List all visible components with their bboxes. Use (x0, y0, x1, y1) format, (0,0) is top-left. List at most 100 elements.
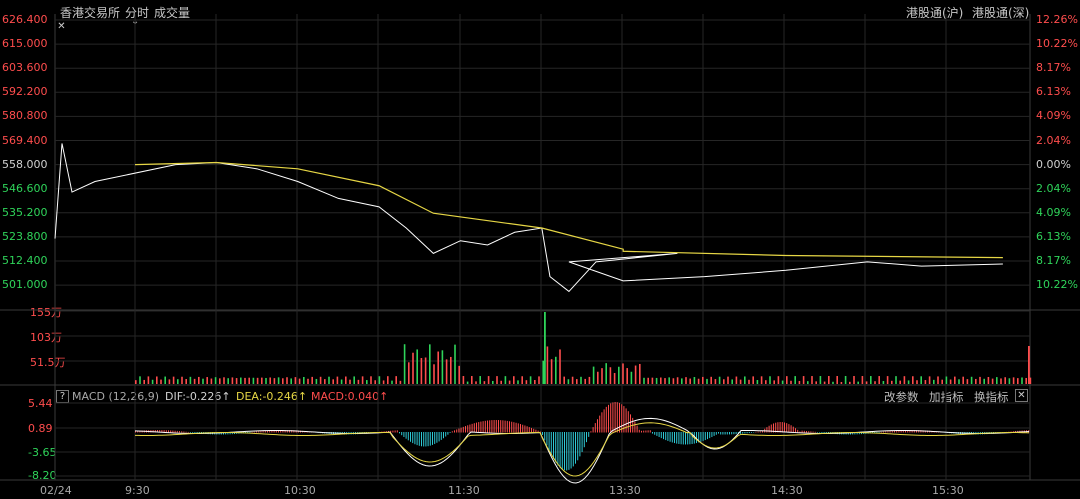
macd-histogram-bar (454, 430, 455, 433)
macd-histogram-bar (768, 425, 770, 433)
volume-bar (933, 379, 935, 384)
tab-hkex[interactable]: 香港交易所 (60, 6, 121, 20)
volume-bar (504, 376, 507, 384)
volume-bar (445, 359, 448, 384)
macd-histogram-bar (792, 426, 794, 433)
macd-histogram-bar (663, 432, 664, 440)
macd-histogram-bar (194, 432, 196, 434)
volume-bar (492, 380, 494, 384)
macd-histogram-bar (438, 432, 440, 442)
macd-histogram-bar (801, 430, 803, 433)
volume-bar (151, 379, 154, 384)
volume-bar (1012, 377, 1015, 384)
volume-bar (353, 376, 355, 384)
macd-histogram-bar (161, 430, 163, 433)
macd-histogram-bar (775, 422, 777, 433)
volume-bar (815, 381, 817, 384)
macd-histogram-bar (729, 432, 730, 435)
macd-histogram-bar (575, 432, 576, 464)
macd-histogram-bar (170, 430, 172, 433)
macd-histogram-bar (137, 430, 139, 433)
macd-histogram-bar (773, 423, 774, 433)
close-indicator-icon[interactable]: ✕ (1015, 389, 1028, 402)
volume-bar (496, 376, 498, 384)
macd-histogram-bar (427, 432, 429, 447)
macd-histogram-bar (196, 432, 198, 434)
macd-histogram-bar (583, 432, 585, 448)
macd-histogram-bar (731, 432, 733, 435)
macd-histogram-bar (513, 422, 515, 433)
volume-bar (928, 376, 931, 384)
macd-histogram-bar (262, 430, 264, 433)
price-axis-label: 512.400 (2, 254, 48, 267)
volume-bar (462, 376, 465, 384)
volume-bar (954, 376, 956, 384)
price-axis-label: 615.000 (2, 37, 48, 51)
percent-axis-label: 4.09% (1036, 205, 1071, 219)
macd-histogram-bar (273, 430, 275, 433)
macd-histogram-bar (445, 432, 447, 437)
volume-bar (945, 376, 948, 384)
volume-bar (735, 376, 738, 384)
volume-bar (1029, 377, 1032, 384)
percent-axis-label: 6.13% (1036, 85, 1071, 99)
volume-bar (265, 377, 267, 384)
macd-histogram-bar (555, 432, 557, 463)
macd-histogram-bar (623, 406, 625, 433)
macd-histogram-bar (918, 430, 920, 433)
macd-histogram-bar (819, 432, 821, 433)
macd-histogram-bar (878, 432, 880, 433)
macd-histogram-bar (231, 432, 233, 435)
volume-bar (765, 380, 767, 384)
macd-histogram-bar (414, 432, 416, 445)
volume-bar (374, 380, 376, 384)
macd-histogram-bar (823, 432, 825, 434)
volume-bar (958, 379, 960, 384)
macd-histogram-bar (911, 430, 913, 433)
volume-bar (147, 376, 150, 384)
macd-histogram-bar (781, 422, 783, 433)
volume-bar (630, 371, 633, 384)
volume-bar (307, 378, 309, 384)
edit-params-button[interactable]: 改参数 (884, 390, 919, 404)
volume-bar (361, 376, 364, 384)
close-icon[interactable]: ✕ (57, 21, 66, 32)
volume-bar (664, 378, 666, 384)
macd-histogram-bar (291, 430, 293, 433)
volume-bar (941, 379, 943, 384)
macd-histogram-bar (471, 423, 473, 433)
macd-histogram-bar (163, 430, 165, 433)
macd-histogram-value: MACD:0.040↑ (311, 390, 389, 403)
macd-histogram-bar (168, 430, 169, 433)
macd-dif-line (134, 417, 1030, 484)
tab-sz-connect[interactable]: 港股通(深) (972, 6, 1030, 20)
macd-histogram-bar (176, 430, 178, 433)
macd-histogram-bar (1017, 430, 1019, 433)
macd-histogram-bar (636, 425, 638, 433)
macd-histogram-bar (594, 423, 596, 433)
switch-indicator-button[interactable]: 换指标 (974, 390, 1009, 404)
volume-bar (345, 376, 347, 384)
price-line (54, 143, 1003, 293)
volume-bar (336, 376, 339, 384)
macd-histogram-bar (187, 431, 189, 433)
volume-bar (643, 377, 645, 384)
volume-bar (1025, 377, 1027, 384)
macd-histogram-bar (874, 432, 876, 434)
volume-bar (370, 376, 372, 384)
volume-axis-label: 103万 (30, 331, 62, 344)
macd-histogram-bar (737, 432, 739, 434)
tab-sh-connect[interactable]: 港股通(沪) (906, 6, 964, 20)
volume-bar (424, 357, 427, 384)
macd-histogram-bar (469, 424, 471, 433)
tab-volume[interactable]: 成交量 (154, 6, 191, 20)
volume-bar (479, 376, 481, 384)
tab-intraday[interactable]: 分时 (125, 6, 150, 20)
volume-bar (794, 376, 796, 384)
volume-bar (718, 376, 721, 384)
macd-histogram-bar (491, 420, 493, 433)
volume-bar (399, 380, 402, 384)
macd-histogram-bar (500, 420, 502, 433)
macd-histogram-bar (649, 430, 651, 433)
